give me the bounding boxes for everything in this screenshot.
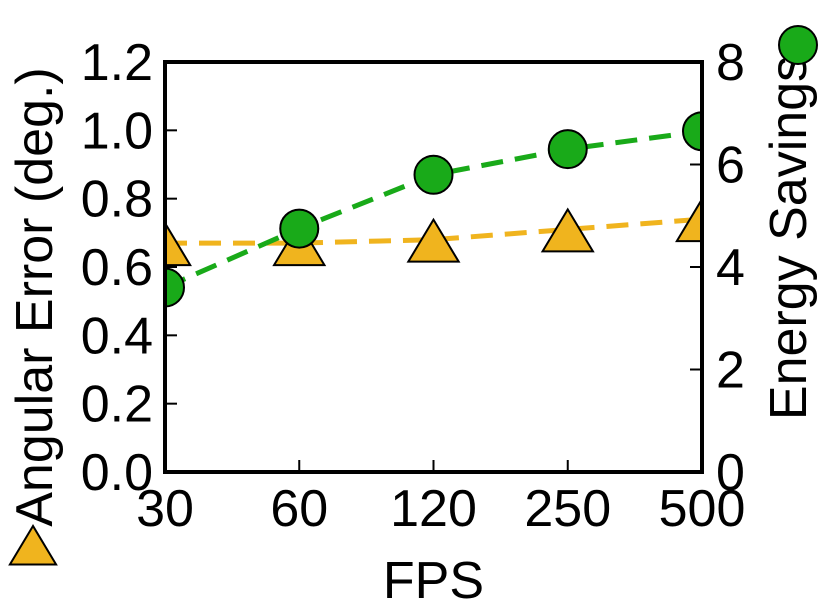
left-tick-label: 0.2 xyxy=(81,376,153,434)
circle-marker xyxy=(165,267,185,308)
triangle-marker xyxy=(406,217,461,263)
circle-marker xyxy=(547,129,588,170)
left-axis-ticks: 0.0 0.2 0.4 0.6 0.8 1.0 1.2 xyxy=(81,34,177,502)
right-axis-label: Energy Savings xyxy=(760,56,818,420)
series-circle-line xyxy=(165,128,702,290)
x-axis-label: FPS xyxy=(383,552,484,610)
left-tick-label: 1.0 xyxy=(81,102,153,160)
right-tick-label: 2 xyxy=(716,342,745,400)
right-tick-label: 8 xyxy=(716,34,745,92)
chart-marks xyxy=(165,111,702,308)
series-triangle-line xyxy=(165,216,702,246)
left-tick-label: 0.8 xyxy=(81,171,153,229)
x-tick-label: 250 xyxy=(524,480,611,538)
legend-circle-marker xyxy=(778,25,818,65)
right-tick-label: 6 xyxy=(716,137,745,195)
circle-marker xyxy=(682,111,702,152)
x-tick-label: 60 xyxy=(270,480,328,538)
series-triangle-group xyxy=(165,197,702,267)
right-axis-ticks: 0 2 4 6 8 xyxy=(690,34,745,502)
triangle-marker xyxy=(540,207,595,253)
plot-frame xyxy=(163,60,704,474)
x-axis-ticks: 30 60 120 250 500 xyxy=(136,460,745,538)
left-tick-label: 0.0 xyxy=(81,444,153,502)
triangle-marker xyxy=(675,197,702,243)
x-tick-label: 120 xyxy=(390,480,477,538)
circle-marker xyxy=(279,208,320,249)
right-tick-label: 4 xyxy=(716,239,745,297)
left-tick-label: 1.2 xyxy=(81,34,153,92)
left-tick-label: 0.4 xyxy=(81,307,153,365)
legend-triangle-marker xyxy=(8,524,58,566)
x-tick-label: 30 xyxy=(136,480,194,538)
circle-marker xyxy=(413,154,454,195)
left-axis-label: Angular Error (deg.) xyxy=(6,67,64,527)
left-tick-label: 0.6 xyxy=(81,239,153,297)
triangle-marker xyxy=(165,221,192,267)
series-circle-group xyxy=(165,111,702,308)
right-tick-label: 0 xyxy=(716,444,745,502)
x-tick-label: 500 xyxy=(659,480,746,538)
